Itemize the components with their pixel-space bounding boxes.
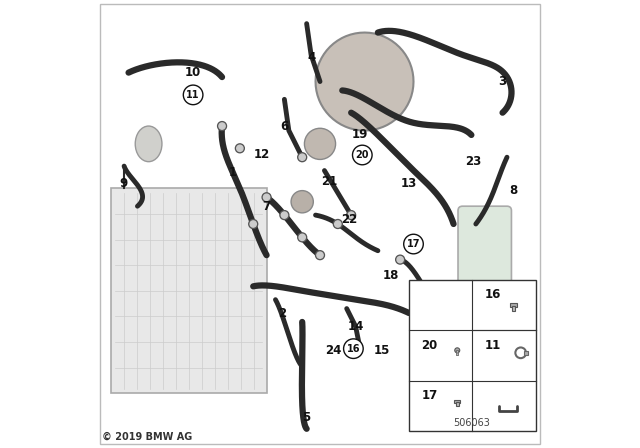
Circle shape <box>397 257 403 263</box>
Circle shape <box>298 233 307 242</box>
Text: 16: 16 <box>347 344 360 353</box>
Circle shape <box>299 234 305 241</box>
Text: 4: 4 <box>307 51 316 64</box>
Text: 506063: 506063 <box>453 418 490 428</box>
Bar <box>511 306 515 311</box>
Text: 2: 2 <box>278 306 286 319</box>
Circle shape <box>280 211 289 220</box>
FancyBboxPatch shape <box>111 188 267 393</box>
Bar <box>456 350 458 355</box>
Text: 10: 10 <box>185 66 201 79</box>
Circle shape <box>404 234 423 254</box>
Ellipse shape <box>135 126 162 162</box>
Text: 11: 11 <box>186 90 200 100</box>
Text: 19: 19 <box>352 129 368 142</box>
Text: 3: 3 <box>499 75 507 88</box>
Text: 18: 18 <box>383 269 399 282</box>
Bar <box>409 280 536 431</box>
Circle shape <box>262 193 271 202</box>
Text: 1: 1 <box>229 166 237 179</box>
Circle shape <box>219 123 225 129</box>
Circle shape <box>317 252 323 258</box>
Circle shape <box>298 153 307 162</box>
Text: 6: 6 <box>280 120 289 133</box>
Circle shape <box>347 211 356 220</box>
Circle shape <box>237 145 243 151</box>
Text: 20: 20 <box>422 339 438 352</box>
Bar <box>509 303 516 307</box>
Circle shape <box>218 121 227 130</box>
Text: 21: 21 <box>321 175 337 188</box>
Text: 13: 13 <box>401 177 417 190</box>
Text: 12: 12 <box>254 148 270 161</box>
Circle shape <box>353 145 372 165</box>
Ellipse shape <box>305 128 335 159</box>
Bar <box>524 351 528 355</box>
Circle shape <box>299 154 305 160</box>
Circle shape <box>333 220 342 228</box>
Text: 8: 8 <box>509 184 518 197</box>
Text: 5: 5 <box>303 411 311 424</box>
Text: 22: 22 <box>341 213 357 226</box>
Circle shape <box>281 212 287 218</box>
Circle shape <box>249 220 258 228</box>
Text: 20: 20 <box>356 150 369 160</box>
Circle shape <box>236 144 244 153</box>
Circle shape <box>396 255 404 264</box>
Text: 17: 17 <box>407 239 420 249</box>
Circle shape <box>316 251 324 260</box>
Text: 16: 16 <box>485 289 501 302</box>
Text: 24: 24 <box>325 345 342 358</box>
Text: 23: 23 <box>465 155 482 168</box>
FancyBboxPatch shape <box>458 206 511 295</box>
Text: © 2019 BMW AG: © 2019 BMW AG <box>102 431 192 441</box>
Text: 14: 14 <box>348 320 364 333</box>
Circle shape <box>348 212 355 218</box>
Circle shape <box>250 221 257 227</box>
Bar <box>454 400 460 403</box>
Ellipse shape <box>291 190 314 213</box>
Circle shape <box>335 221 341 227</box>
Text: 15: 15 <box>374 345 390 358</box>
Circle shape <box>344 339 363 358</box>
Text: 11: 11 <box>485 339 501 352</box>
Text: 9: 9 <box>119 177 127 190</box>
Text: 17: 17 <box>422 389 438 402</box>
Circle shape <box>183 85 203 105</box>
Circle shape <box>264 194 269 200</box>
Text: 7: 7 <box>262 200 271 213</box>
Ellipse shape <box>316 33 413 130</box>
Circle shape <box>455 348 460 353</box>
Bar <box>456 402 458 406</box>
